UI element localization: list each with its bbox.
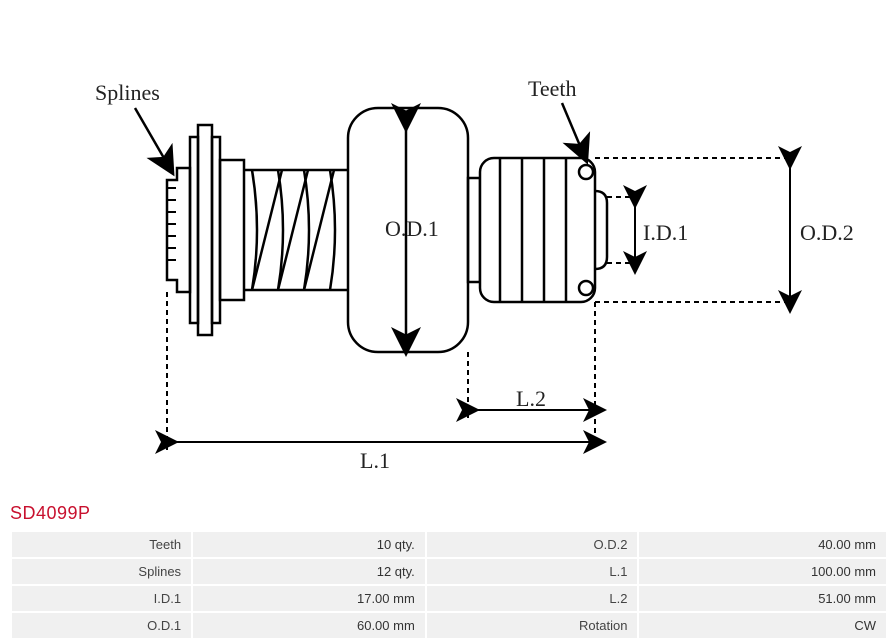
- l2-label: L.2: [516, 386, 546, 411]
- spec-label-rotation: Rotation: [427, 613, 638, 638]
- od1-label: O.D.1: [385, 216, 439, 241]
- spec-value-od2: 40.00 mm: [639, 532, 886, 557]
- table-row: I.D.1 17.00 mm L.2 51.00 mm: [12, 586, 886, 611]
- spec-value-od1: 60.00 mm: [193, 613, 425, 638]
- spec-label-teeth: Teeth: [12, 532, 191, 557]
- spec-label-splines: Splines: [12, 559, 191, 584]
- spec-label-id1: I.D.1: [12, 586, 191, 611]
- technical-diagram: Splines Teeth O.D.1 I.D.1 O.D.2 L.2 L.1: [0, 0, 889, 495]
- table-row: Splines 12 qty. L.1 100.00 mm: [12, 559, 886, 584]
- spec-value-l2: 51.00 mm: [639, 586, 886, 611]
- spec-label-od2: O.D.2: [427, 532, 638, 557]
- spec-label-od1: O.D.1: [12, 613, 191, 638]
- spec-value-teeth: 10 qty.: [193, 532, 425, 557]
- spec-value-id1: 17.00 mm: [193, 586, 425, 611]
- part-number: SD4099P: [0, 495, 889, 530]
- l1-label: L.1: [360, 448, 390, 473]
- spec-label-l1: L.1: [427, 559, 638, 584]
- id1-label: I.D.1: [643, 220, 688, 245]
- spec-value-splines: 12 qty.: [193, 559, 425, 584]
- splines-label: Splines: [95, 80, 160, 105]
- table-row: O.D.1 60.00 mm Rotation CW: [12, 613, 886, 638]
- spec-label-l2: L.2: [427, 586, 638, 611]
- od2-label: O.D.2: [800, 220, 854, 245]
- table-row: Teeth 10 qty. O.D.2 40.00 mm: [12, 532, 886, 557]
- spec-table: Teeth 10 qty. O.D.2 40.00 mm Splines 12 …: [10, 530, 888, 640]
- diagram-svg: Splines Teeth O.D.1 I.D.1 O.D.2 L.2 L.1: [0, 0, 889, 495]
- spec-value-rotation: CW: [639, 613, 886, 638]
- spec-value-l1: 100.00 mm: [639, 559, 886, 584]
- teeth-label: Teeth: [528, 76, 577, 101]
